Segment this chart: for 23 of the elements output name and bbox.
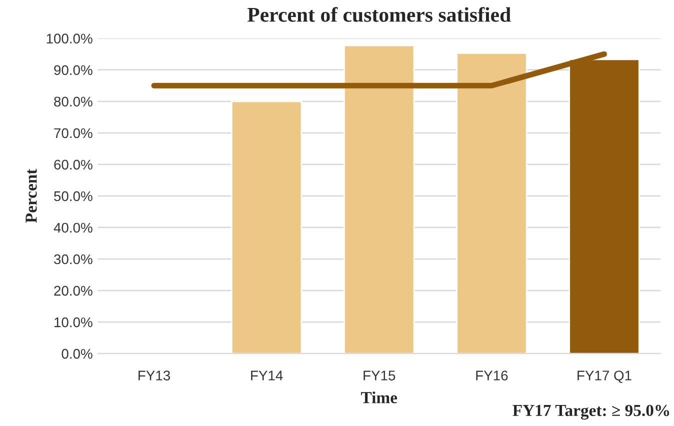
y-tick-label: 70.0% (54, 128, 92, 138)
y-tick-label: 20.0% (54, 286, 92, 296)
x-tick-label: FY16 (476, 370, 508, 380)
y-tick-label: 10.0% (54, 317, 92, 328)
bar (230, 100, 302, 354)
y-tick-label: 50.0% (54, 191, 92, 202)
y-tick-label: 80.0% (54, 96, 92, 107)
bar (456, 52, 528, 354)
x-tick-label: FY14 (251, 370, 283, 380)
x-tick-label: FY15 (364, 370, 396, 380)
x-axis-title: Time (361, 392, 398, 404)
x-tick-label: FY17 Q1 (578, 370, 632, 383)
text: FY17 Target: ≥ 95.0% (512, 404, 670, 420)
y-tick-label: 40.0% (54, 222, 92, 233)
y-tick-label: 100.0% (46, 34, 92, 44)
y-tick-label: 0.0% (62, 348, 92, 359)
y-axis-title: Percent (26, 168, 37, 223)
bar (344, 44, 415, 354)
x-tick-label: FY13 (138, 370, 170, 380)
y-tick-label: 90.0% (54, 65, 92, 76)
y-tick-label: 30.0% (54, 254, 92, 264)
y-tick-label: 60.0% (54, 160, 92, 170)
chart-title: Percent of customers satisfied (247, 7, 511, 22)
